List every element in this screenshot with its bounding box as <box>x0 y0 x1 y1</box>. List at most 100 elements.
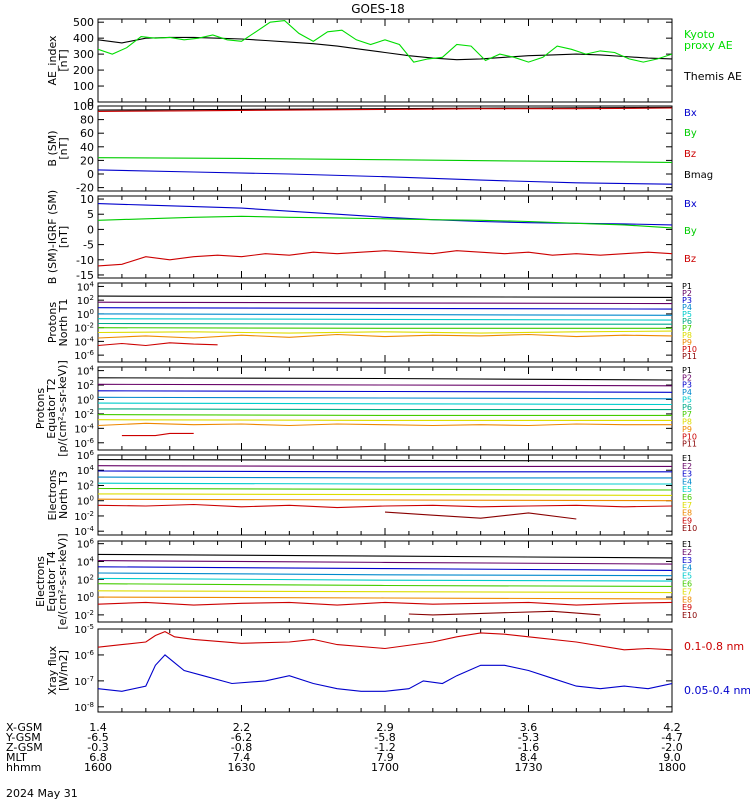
ephemeris-value: 7.4 <box>233 751 251 764</box>
legend-entry: P4 <box>682 303 692 312</box>
legend-entry: E7 <box>682 587 692 596</box>
panel-frame <box>97 105 673 192</box>
legend-entry: Bz <box>684 149 696 160</box>
y-axis-label: North T3 <box>57 471 70 519</box>
series-p1 <box>98 295 672 298</box>
y-tick-label: 10-4 <box>74 422 94 435</box>
series-e8 <box>98 498 672 502</box>
ephemeris-value: 1.4 <box>89 721 107 734</box>
legend-entry: E1 <box>682 540 692 549</box>
y-tick-label: 10 <box>80 193 94 206</box>
y-tick-label: 104 <box>77 555 95 568</box>
ephemeris-value: 1630 <box>228 761 256 774</box>
legend-entry: E6 <box>682 493 692 502</box>
legend-entry: Kyoto <box>684 28 715 41</box>
y-tick-label: 10-5 <box>74 623 94 636</box>
y-axis-label: [nT] <box>57 226 70 248</box>
y-tick-label: 0 <box>87 223 94 236</box>
legend-entry: P9 <box>682 425 692 434</box>
ephemeris-label: MLT <box>6 751 27 764</box>
ephemeris-value: -4.7 <box>661 731 682 744</box>
series-p9 <box>98 422 672 427</box>
legend-entry: E1 <box>682 454 692 463</box>
y-tick-label: 10-2 <box>74 609 94 622</box>
series-e10 <box>384 511 577 520</box>
legend-entry: E10 <box>682 524 697 533</box>
y-tick-label: 104 <box>77 464 95 477</box>
series-0-1-0-8-nm <box>98 630 672 651</box>
ephemeris-value: 2.2 <box>233 721 251 734</box>
series-0-05-0-4-nm <box>98 654 672 692</box>
series-e6 <box>98 487 672 491</box>
series-e5 <box>98 577 672 582</box>
y-tick-label: 10-4 <box>74 525 94 538</box>
y-tick-label: 106 <box>77 449 95 462</box>
y-tick-label: 102 <box>77 573 94 586</box>
series-p6 <box>98 322 672 325</box>
series-bmag <box>98 106 672 111</box>
panel-frame <box>97 18 673 103</box>
y-tick-label: 10-6 <box>74 649 94 662</box>
y-tick-label: -20 <box>76 182 94 195</box>
y-axis-label: B (SM) <box>46 130 59 166</box>
series-p7 <box>98 414 672 416</box>
legend-entry: E8 <box>682 509 692 518</box>
series-p2 <box>98 383 672 387</box>
legend-entry: P2 <box>682 373 692 382</box>
legend: 0.1-0.8 nm 0.05-0.4 nm <box>684 640 750 697</box>
y-tick-label: 100 <box>77 393 94 406</box>
y-tick-label: 400 <box>73 32 94 45</box>
ephemeris-value: 1800 <box>658 761 686 774</box>
y-tick-label: 102 <box>77 479 94 492</box>
date-label: 2024 May 31 <box>6 787 78 800</box>
y-tick-label: 100 <box>77 495 94 508</box>
series-p10 <box>121 432 194 437</box>
series-p9 <box>98 333 672 339</box>
legend-entry: E9 <box>682 516 692 525</box>
legend: Bx By Bz Bmag <box>684 108 713 181</box>
series-e10 <box>408 610 601 616</box>
ephemeris-value: -1.2 <box>374 741 395 754</box>
y-axis-label: Equator T2 <box>45 378 58 438</box>
series-bx <box>98 169 672 185</box>
ephemeris-value: 1730 <box>515 761 543 774</box>
legend-entry: P10 <box>682 345 697 354</box>
legend-entry: By <box>684 226 697 237</box>
legend-entry: P4 <box>682 388 692 397</box>
series-kyoto-proxy-ae <box>98 20 672 63</box>
series-e3 <box>98 470 672 473</box>
legend-entry: E10 <box>682 611 697 620</box>
series-p5 <box>98 318 672 321</box>
series-p2 <box>98 301 672 305</box>
y-tick-label: 0 <box>87 168 94 181</box>
y-tick-label: 300 <box>73 48 94 61</box>
y-tick-label: 10-6 <box>74 437 94 450</box>
y-axis-label: [W/m2] <box>57 650 70 691</box>
series-e7 <box>98 493 672 496</box>
legend-entry: E3 <box>682 470 692 479</box>
y-tick-label: 5 <box>87 208 94 221</box>
series-e9 <box>98 503 672 509</box>
y-tick-label: 200 <box>73 64 94 77</box>
series-by <box>98 157 672 163</box>
y-tick-label: 40 <box>80 141 94 154</box>
ephemeris-value: 7.9 <box>376 751 394 764</box>
legend-entry: E8 <box>682 595 692 604</box>
legend-entry: 0.05-0.4 nm <box>684 684 750 697</box>
ephemeris-value: -0.3 <box>87 741 108 754</box>
y-tick-label: 500 <box>73 16 94 29</box>
legend-entry: E2 <box>682 548 692 557</box>
y-axis-label: Protons <box>46 302 59 343</box>
y-tick-label: 10-4 <box>74 335 94 348</box>
legend-entry: P10 <box>682 432 697 441</box>
series-e1 <box>98 553 672 559</box>
series-p8 <box>98 419 672 421</box>
legend-entry: E4 <box>682 477 692 486</box>
series-p8 <box>98 330 672 334</box>
